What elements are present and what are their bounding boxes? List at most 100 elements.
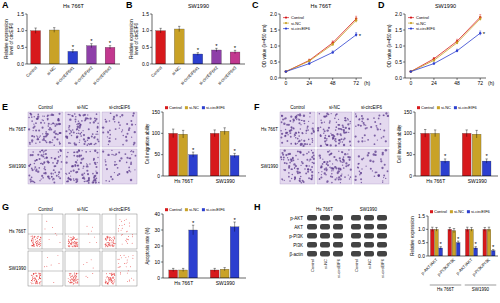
error-line bbox=[54, 28, 55, 33]
y-tick-label: 0.0 bbox=[142, 61, 149, 67]
cell bbox=[300, 144, 302, 146]
event bbox=[68, 246, 70, 248]
event bbox=[73, 276, 75, 278]
error-bar bbox=[424, 129, 426, 137]
cell bbox=[382, 152, 384, 154]
cell bbox=[342, 141, 343, 142]
error-cap bbox=[488, 227, 490, 228]
image-row-label: Hs 766T bbox=[261, 127, 278, 132]
bar bbox=[230, 156, 239, 176]
chart-title: Hs 766T bbox=[311, 3, 332, 9]
y-label-line: level of circEIF6 bbox=[134, 23, 139, 56]
y-tick-label: 40 bbox=[154, 211, 160, 217]
event bbox=[117, 266, 119, 268]
cell bbox=[125, 140, 127, 142]
cell bbox=[325, 143, 326, 144]
event bbox=[36, 242, 38, 244]
event bbox=[72, 244, 74, 246]
x-axis bbox=[152, 64, 245, 65]
cell bbox=[131, 154, 132, 155]
cell bbox=[58, 171, 60, 173]
error-bar bbox=[435, 227, 437, 231]
cell bbox=[332, 170, 333, 171]
error-cap bbox=[355, 18, 357, 19]
cell bbox=[321, 166, 323, 168]
cell bbox=[377, 174, 379, 176]
event bbox=[74, 240, 76, 242]
cell bbox=[285, 129, 287, 131]
event bbox=[33, 274, 35, 276]
event bbox=[31, 274, 33, 276]
legend-label: Control bbox=[416, 15, 429, 20]
cell bbox=[337, 160, 338, 161]
event bbox=[109, 273, 111, 275]
bar bbox=[430, 229, 434, 256]
cell bbox=[74, 151, 75, 152]
cell bbox=[74, 164, 76, 166]
event bbox=[107, 245, 109, 247]
event bbox=[75, 282, 77, 284]
cell bbox=[284, 117, 286, 119]
cell bbox=[133, 112, 135, 114]
error-cap bbox=[435, 227, 437, 228]
cell bbox=[350, 144, 351, 145]
cell bbox=[295, 137, 297, 139]
cell bbox=[378, 118, 380, 120]
significance: * bbox=[483, 31, 486, 37]
cell bbox=[383, 115, 384, 116]
y-tick-label: 1.5 bbox=[142, 11, 149, 17]
event bbox=[105, 282, 107, 284]
cell bbox=[297, 143, 298, 144]
y-tick bbox=[25, 30, 27, 31]
y-label-line: Apoptosis rate (%) bbox=[145, 227, 150, 265]
error-line bbox=[183, 268, 184, 271]
cell bbox=[338, 124, 340, 126]
event bbox=[31, 280, 33, 282]
cell bbox=[326, 181, 327, 182]
event bbox=[110, 245, 112, 247]
event bbox=[111, 280, 113, 282]
cell bbox=[109, 137, 111, 139]
marker bbox=[410, 70, 412, 72]
significance: * bbox=[192, 220, 195, 226]
event bbox=[70, 281, 72, 283]
cell bbox=[360, 125, 362, 127]
cell bbox=[81, 158, 83, 160]
event bbox=[107, 236, 109, 238]
cell bbox=[130, 120, 132, 122]
event bbox=[126, 261, 128, 263]
cell bbox=[33, 136, 35, 138]
event bbox=[35, 281, 37, 283]
event bbox=[68, 244, 70, 246]
error-cap bbox=[159, 28, 161, 29]
cell bbox=[87, 164, 89, 166]
error-cap bbox=[453, 228, 455, 229]
cell bbox=[54, 125, 56, 127]
event bbox=[70, 244, 72, 246]
error-line bbox=[214, 268, 215, 271]
y-tick-label: 1.0 bbox=[395, 43, 402, 49]
error-line bbox=[179, 26, 180, 31]
significance: * bbox=[197, 47, 200, 53]
transwell-image bbox=[317, 112, 352, 147]
event bbox=[110, 278, 112, 280]
event bbox=[85, 275, 87, 277]
error-line bbox=[224, 268, 225, 271]
event bbox=[118, 263, 120, 265]
x-tick-label: Control bbox=[25, 65, 38, 78]
cell bbox=[320, 167, 322, 169]
legend-label: si-circEIF6 bbox=[458, 105, 478, 110]
cell bbox=[348, 164, 350, 166]
event bbox=[71, 241, 73, 243]
bar bbox=[156, 31, 166, 64]
event bbox=[126, 231, 128, 233]
event bbox=[32, 277, 34, 279]
y-tick bbox=[161, 262, 163, 263]
cell bbox=[331, 173, 333, 175]
event bbox=[109, 237, 111, 239]
error-line bbox=[488, 227, 489, 231]
cell bbox=[51, 176, 52, 177]
cell bbox=[67, 177, 69, 179]
cell bbox=[87, 137, 89, 139]
y-tick bbox=[413, 154, 415, 155]
